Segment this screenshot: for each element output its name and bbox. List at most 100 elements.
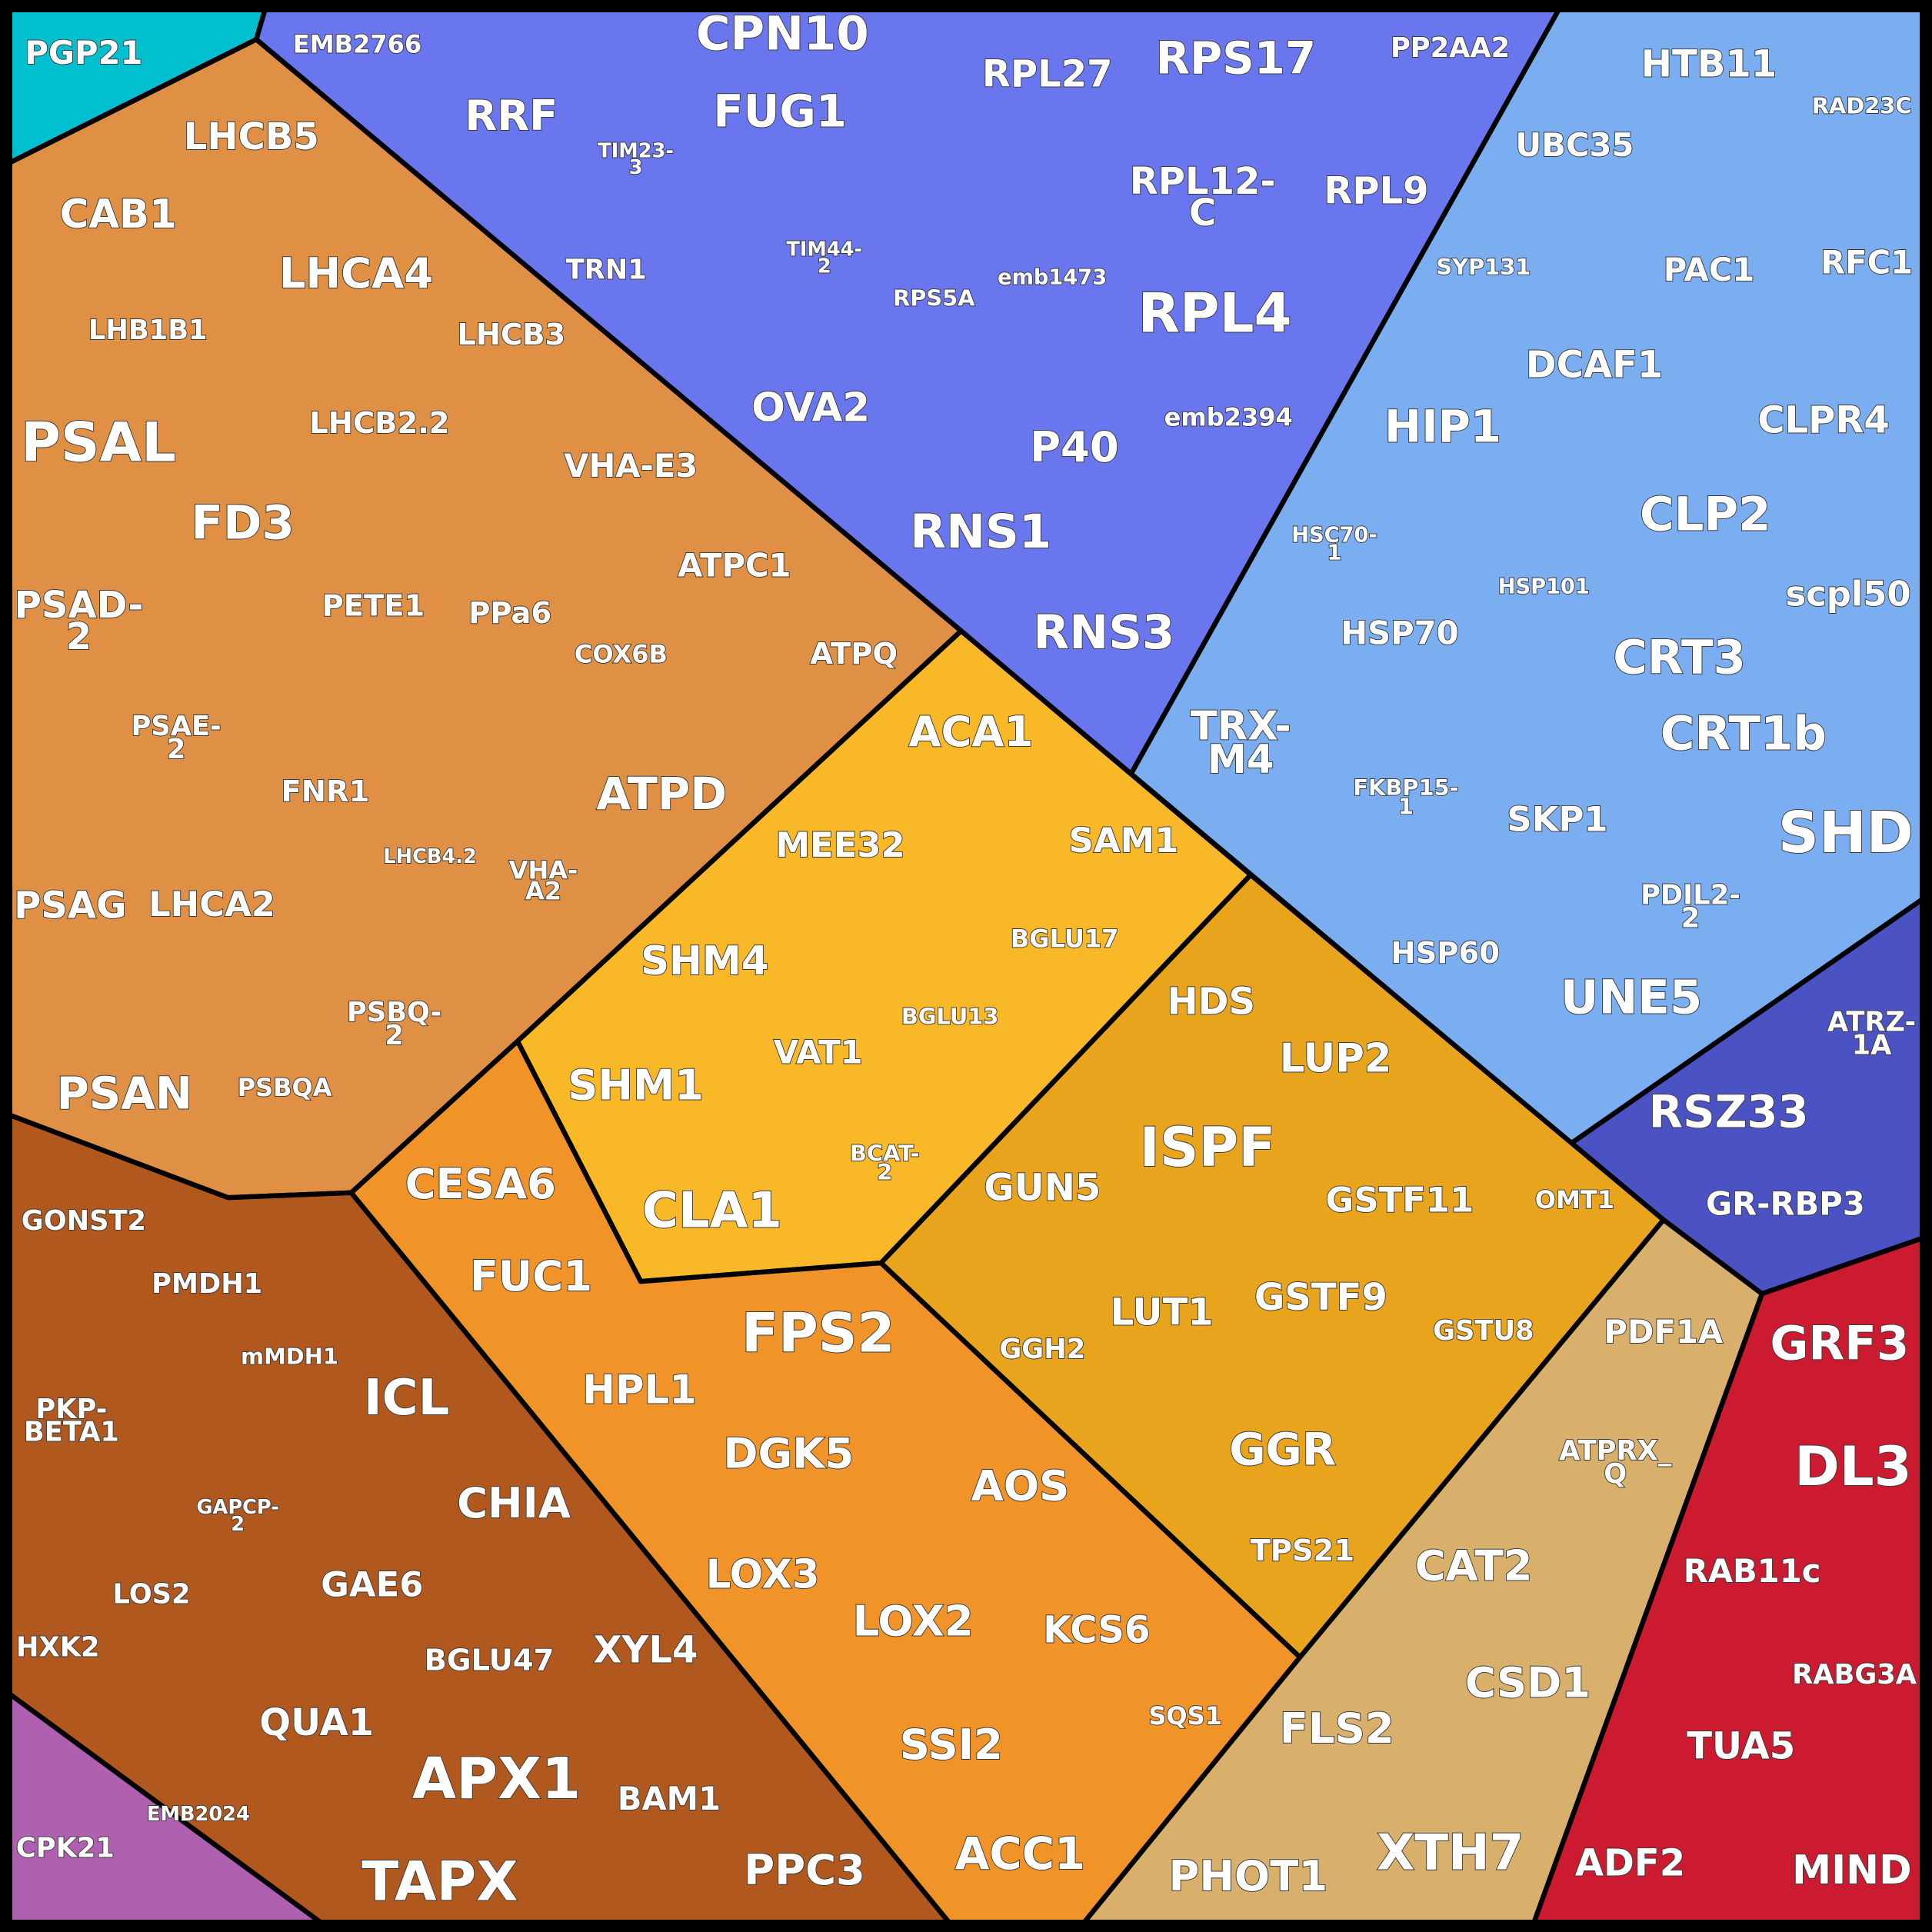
cell-label: FUG1 — [713, 85, 847, 138]
cell-label: FD3 — [191, 496, 294, 551]
cell-label: ACC1 — [955, 1827, 1085, 1880]
cell-label: PP2AA2 — [1391, 32, 1510, 64]
cell-label: GR-RBP3 — [1706, 1184, 1865, 1222]
cell-label: TIM44-2 — [786, 238, 862, 278]
cell-label: MIND — [1792, 1847, 1912, 1894]
cell-label: APX1 — [412, 1747, 581, 1812]
cell-label: TPS21 — [1251, 1534, 1355, 1568]
cell-label: PPa6 — [468, 596, 551, 631]
cell-label: OVA2 — [751, 385, 870, 431]
cell-label: ATRZ-1A — [1827, 1007, 1916, 1061]
cell-label: LHCA4 — [279, 248, 433, 298]
cell-label: HDS — [1167, 981, 1255, 1024]
cell-label: LHCA2 — [148, 884, 275, 924]
cell-label: CAB1 — [60, 192, 177, 238]
cell-label: HSC70-1 — [1291, 523, 1377, 565]
cell-label: DL3 — [1794, 1435, 1911, 1498]
cell-label: GSTF9 — [1254, 1276, 1387, 1319]
cell-label: SHM4 — [641, 938, 768, 984]
cell-label: LHCB2.2 — [309, 406, 449, 441]
cell-label: VHA-A2 — [509, 855, 578, 905]
cell-label: GAPCP-2 — [196, 1496, 278, 1536]
cell-label: DCAF1 — [1526, 343, 1664, 386]
cell-label: UNE5 — [1561, 970, 1702, 1024]
cell-label: AOS — [971, 1461, 1070, 1510]
cell-label: CSD1 — [1465, 1658, 1591, 1707]
cell-label: BGLU13 — [901, 1003, 999, 1029]
cell-label: ATPC1 — [678, 547, 791, 585]
cell-label: SHM1 — [568, 1061, 704, 1110]
cell-label: KCS6 — [1043, 1609, 1150, 1652]
cell-label: BAM1 — [618, 1780, 721, 1817]
cell-label: FKBP15-1 — [1353, 774, 1458, 820]
cell-label: HPL1 — [582, 1367, 697, 1413]
cell-label: LOX3 — [706, 1552, 820, 1598]
cell-label: RSZ33 — [1649, 1085, 1809, 1138]
cell-label: LHB1B1 — [88, 315, 208, 346]
cell-label: VAT1 — [774, 1033, 863, 1071]
cell-label: PAC1 — [1664, 251, 1754, 288]
cell-label: UBC35 — [1515, 126, 1634, 164]
cell-label: mMDH1 — [241, 1343, 338, 1369]
cell-label: LUT1 — [1111, 1291, 1214, 1334]
cell-label: COX6B — [575, 639, 668, 668]
cell-label: OMT1 — [1535, 1185, 1614, 1214]
cell-label: HSP101 — [1498, 575, 1590, 599]
cell-label: PDF1A — [1604, 1313, 1724, 1351]
cell-label: LOX2 — [853, 1597, 974, 1646]
cell-label: CRT1b — [1661, 707, 1827, 761]
cell-label: FUC1 — [470, 1251, 592, 1301]
cell-label: PMDH1 — [152, 1268, 262, 1300]
cell-label: CLP2 — [1640, 487, 1770, 541]
cell-label: HTB11 — [1641, 43, 1777, 86]
cell-label: SKP1 — [1507, 799, 1607, 840]
cell-label: GSTF11 — [1326, 1180, 1474, 1221]
cell-label: TAPX — [361, 1850, 518, 1914]
cell-label: MEE32 — [775, 824, 904, 865]
cell-label: PSAE-2 — [132, 711, 222, 765]
cell-label: CPK21 — [16, 1833, 115, 1864]
cell-label: HSP60 — [1391, 936, 1500, 971]
cell-label: PSAL — [21, 411, 176, 474]
cell-label: GRF3 — [1770, 1317, 1909, 1371]
cell-label: HSP70 — [1341, 615, 1458, 652]
cell-label: TUA5 — [1687, 1724, 1795, 1767]
cell-label: CESA6 — [405, 1159, 556, 1208]
cell-label: XYL4 — [594, 1628, 698, 1671]
cell-label: RAD23C — [1812, 92, 1912, 118]
cell-label: LHCB4.2 — [383, 845, 477, 868]
cell-label: HXK2 — [16, 1632, 99, 1664]
cell-label: LUP2 — [1280, 1035, 1392, 1081]
cell-label: ISPF — [1140, 1116, 1276, 1179]
cell-label: VHA-E3 — [564, 447, 698, 485]
cell-label: RNS1 — [910, 505, 1051, 559]
cell-label: CAT2 — [1415, 1541, 1533, 1591]
cell-label: LHCB5 — [184, 115, 319, 158]
cell-label: RNS3 — [1033, 605, 1174, 660]
cell-label: RPL27 — [982, 52, 1113, 95]
cell-label: RPS17 — [1156, 32, 1316, 85]
cell-label: TRX-M4 — [1191, 703, 1291, 783]
cell-label: EMB2766 — [293, 29, 421, 58]
cell-label: scpl50 — [1785, 573, 1910, 614]
cell-label: TRN1 — [566, 254, 647, 285]
cell-label: SAM1 — [1069, 820, 1179, 861]
cell-label: CLPR4 — [1757, 399, 1890, 442]
cell-label: RPL9 — [1324, 170, 1428, 213]
cell-label: PETE1 — [322, 588, 425, 623]
cell-label: CRT3 — [1613, 630, 1746, 685]
cell-label: HIP1 — [1384, 401, 1501, 453]
cell-label: ATPRX_ Q — [1559, 1435, 1672, 1490]
cell-label: ATPD — [596, 768, 727, 820]
cell-label: CHIA — [457, 1478, 571, 1527]
cell-label: GAE6 — [321, 1564, 423, 1604]
cell-label: PSAG — [14, 884, 126, 928]
cell-label: BCAT-2 — [850, 1141, 920, 1186]
cell-label: CLA1 — [642, 1183, 782, 1240]
cell-label: XTH7 — [1377, 1824, 1524, 1881]
cell-label: GGR — [1229, 1423, 1336, 1475]
cell-label: RPS5A — [893, 285, 975, 311]
